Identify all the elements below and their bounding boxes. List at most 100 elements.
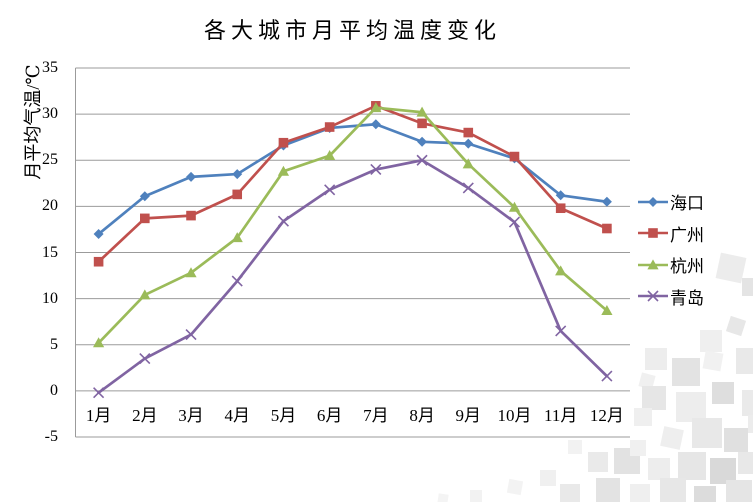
mosaic-square	[736, 348, 753, 374]
legend-label: 广州	[670, 225, 704, 245]
data-point-marker	[139, 191, 150, 202]
data-point-marker	[601, 305, 613, 316]
data-point-marker	[139, 353, 151, 365]
data-point-marker	[462, 158, 474, 169]
data-point-marker	[601, 196, 612, 207]
data-point-marker	[140, 213, 150, 224]
y-tick-label: 25	[42, 151, 58, 169]
mosaic-square	[672, 358, 700, 386]
y-tick-label: 0	[50, 381, 58, 399]
mosaic-square	[470, 490, 482, 502]
data-point-marker	[277, 165, 290, 176]
data-point-marker	[186, 210, 196, 221]
data-point-marker	[185, 329, 197, 341]
data-point-marker	[602, 223, 612, 234]
series-line	[97, 104, 609, 264]
data-point-marker	[508, 201, 521, 212]
mosaic-square	[540, 470, 556, 486]
data-point-marker	[370, 102, 382, 113]
data-point-marker	[463, 127, 474, 138]
data-point-marker	[416, 106, 428, 117]
data-point-marker	[93, 387, 105, 399]
data-point-marker	[232, 189, 243, 200]
data-point-marker	[555, 325, 567, 337]
data-point-marker	[231, 232, 243, 243]
data-point-marker	[508, 216, 521, 228]
mosaic-square	[710, 458, 736, 484]
series-line	[97, 106, 609, 345]
mosaic-square	[692, 418, 722, 448]
x-tick-label: 6月	[316, 406, 343, 425]
mosaic-square	[694, 486, 716, 502]
data-point-marker	[186, 171, 197, 182]
mosaic-square	[676, 392, 706, 422]
y-tick-label: 35	[42, 59, 58, 76]
data-point-marker	[463, 138, 474, 149]
mosaic-square	[596, 478, 620, 502]
data-point-marker	[139, 289, 151, 300]
y-tick-label: 10	[42, 289, 58, 307]
legend-marker	[648, 196, 658, 207]
data-point-marker	[601, 370, 613, 382]
data-point-marker	[232, 169, 243, 180]
data-point-marker	[324, 150, 336, 161]
legend-item: 海口	[637, 186, 704, 218]
data-point-marker	[417, 118, 427, 129]
x-tick-label: 8月	[409, 406, 435, 425]
data-point-marker	[278, 137, 289, 148]
y-tick-label: -5	[44, 428, 58, 445]
mosaic-square	[742, 390, 753, 416]
data-point-marker	[370, 163, 382, 176]
x-marker-icon	[638, 290, 668, 302]
data-point-marker	[93, 256, 104, 267]
x-tick-label: 3月	[178, 406, 204, 425]
mosaic-square	[642, 386, 666, 410]
x-tick-label: 7月	[363, 406, 389, 425]
mosaic-square	[630, 484, 650, 502]
data-point-marker	[370, 119, 381, 130]
x-tick-label: 5月	[270, 406, 297, 425]
triangle-marker-icon	[638, 259, 668, 270]
mosaic-square	[738, 452, 753, 474]
data-point-marker	[417, 136, 428, 147]
mosaic-square	[678, 452, 706, 480]
mosaic-square	[560, 484, 580, 502]
data-point-marker	[93, 337, 105, 348]
mosaic-square	[742, 278, 753, 296]
legend-item: 青岛	[637, 281, 704, 313]
data-point-marker	[185, 267, 197, 278]
x-tick-label: 9月	[455, 406, 482, 425]
legend-marker	[647, 290, 659, 302]
legend: 海口广州杭州青岛	[637, 186, 704, 312]
x-tick-label: 1月	[85, 406, 112, 425]
chart-title: 各大城市月平均温度变化	[203, 18, 501, 43]
mosaic-square	[648, 458, 670, 480]
y-tick-label: 5	[50, 335, 58, 353]
mosaic-square	[724, 428, 748, 452]
mosaic-square	[700, 330, 722, 352]
legend-label: 海口	[670, 194, 704, 214]
data-point-marker	[509, 151, 520, 162]
x-tick-label: 4月	[224, 406, 250, 425]
x-tick-label: 12月	[589, 406, 624, 425]
legend-item: 广州	[637, 218, 704, 250]
mosaic-square	[588, 452, 608, 472]
data-point-marker	[93, 229, 104, 240]
x-tick-label: 11月	[544, 406, 578, 425]
diamond-marker-icon	[638, 196, 668, 207]
mosaic-square	[634, 408, 652, 426]
mosaic-square	[712, 382, 734, 404]
square-marker-icon	[638, 228, 668, 239]
x-tick-label: 10月	[497, 406, 532, 425]
data-point-marker	[416, 154, 428, 166]
legend-marker	[648, 228, 658, 239]
mosaic-square	[660, 478, 686, 502]
legend-label: 杭州	[670, 257, 704, 277]
mosaic-square	[748, 415, 753, 433]
y-tick-label: 30	[42, 105, 58, 123]
mosaic-square	[726, 480, 752, 502]
data-point-marker	[462, 182, 474, 194]
